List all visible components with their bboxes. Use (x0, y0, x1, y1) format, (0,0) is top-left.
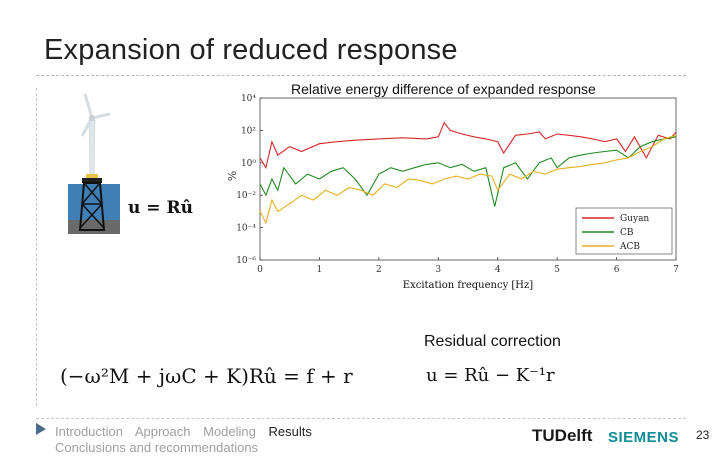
y-tick-label: 10⁴ (241, 94, 256, 104)
equation-of-motion: (−ω²M + jωC + K)Rû = f + r (60, 364, 353, 388)
y-axis-label: % (226, 171, 239, 181)
series-line-acb (259, 134, 677, 225)
siemens-logo: SIEMENS (608, 429, 680, 446)
x-tick-label: 4 (495, 265, 501, 275)
chart-title: Relative energy difference of expanded r… (291, 81, 596, 97)
legend-label-guyan: Guyan (620, 214, 649, 224)
x-tick-label: 1 (317, 265, 323, 275)
x-tick-label: 0 (257, 265, 263, 275)
y-tick-label: 10² (241, 126, 256, 136)
tudelft-logo: TUDelft (532, 426, 593, 445)
corrected-expansion-equation: u = Rû − K⁻¹r (426, 365, 555, 386)
nav-item-conclusions[interactable]: Conclusions and recommendations (55, 440, 259, 455)
wind-turbine-icon (68, 93, 120, 234)
series-line-cb (259, 136, 677, 207)
page-number: 23 (696, 428, 710, 442)
y-tick-label: 10⁰ (241, 159, 256, 169)
nav-item-introduction[interactable]: Introduction (55, 424, 123, 439)
chart-axes: 0 1 2 3 4 5 6 7 10⁻⁶ 10⁻⁴ 10⁻² 10⁰ 10² 10⁴ (236, 94, 679, 275)
chart-series (259, 121, 677, 225)
left-divider (36, 88, 37, 406)
title-divider (36, 75, 686, 76)
nav-item-modeling[interactable]: Modeling (203, 424, 256, 439)
residual-correction-title: Residual correction (424, 333, 561, 350)
legend-label-acb: ACB (619, 242, 640, 252)
energy-difference-chart: 0 1 2 3 4 5 6 7 10⁻⁶ 10⁻⁴ 10⁻² 10⁰ 10² 10⁴ Guyan CB ACB… (226, 94, 679, 291)
x-tick-label: 7 (673, 265, 679, 275)
chart-legend: Guyan CB ACB (575, 207, 673, 255)
y-tick-label: 10⁻⁴ (236, 224, 256, 234)
x-tick-label: 2 (376, 265, 382, 275)
plot-frame (259, 97, 677, 261)
x-tick-label: 3 (435, 265, 441, 275)
nav-item-approach[interactable]: Approach (134, 424, 191, 439)
legend-label-cb: CB (620, 228, 634, 238)
x-tick-label: 6 (614, 265, 620, 275)
y-tick-label: 10⁻² (236, 191, 256, 201)
nav-arrow-icon[interactable] (36, 423, 46, 435)
projection-equation: u = Rû (128, 198, 193, 218)
nav-item-results[interactable]: Results (268, 424, 312, 439)
series-line-guyan (259, 121, 677, 170)
section-navigation: Introduction Approach Modeling Results C… (55, 424, 475, 456)
x-axis-label: Excitation frequency [Hz] (403, 280, 533, 291)
footer-divider (36, 418, 686, 419)
slide-title: Expansion of reduced response (44, 34, 458, 66)
x-tick-label: 5 (554, 265, 560, 275)
y-tick-label: 10⁻⁶ (236, 256, 256, 266)
